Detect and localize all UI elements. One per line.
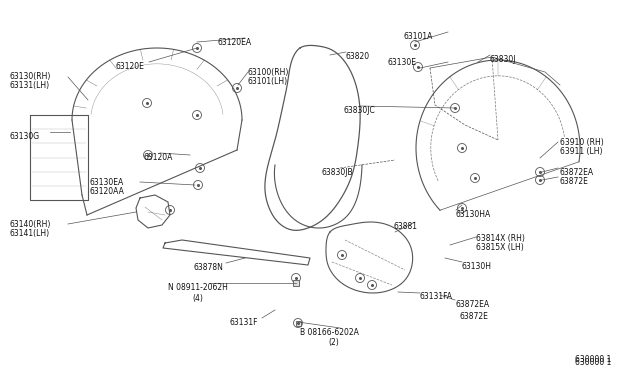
Text: 63100(RH): 63100(RH) <box>248 68 289 77</box>
Text: 63120EA: 63120EA <box>218 38 252 47</box>
Text: 63815X (LH): 63815X (LH) <box>476 243 524 252</box>
Text: N 08911-2062H: N 08911-2062H <box>168 283 228 292</box>
Bar <box>296 321 301 326</box>
Text: 63130EA: 63130EA <box>90 178 124 187</box>
Bar <box>293 280 299 286</box>
Text: 63120A: 63120A <box>143 153 172 162</box>
Text: 63130G: 63130G <box>10 132 40 141</box>
Text: 63830JB: 63830JB <box>322 168 354 177</box>
Text: 63910 (RH): 63910 (RH) <box>560 138 604 147</box>
Text: 63130HA: 63130HA <box>456 210 492 219</box>
Text: 63131F: 63131F <box>230 318 259 327</box>
Text: 63911 (LH): 63911 (LH) <box>560 147 602 156</box>
Text: 630000 1: 630000 1 <box>575 358 611 367</box>
Text: (2): (2) <box>328 338 339 347</box>
Text: 63120E: 63120E <box>115 62 144 71</box>
Text: 63120AA: 63120AA <box>90 187 125 196</box>
Text: B 08166-6202A: B 08166-6202A <box>300 328 359 337</box>
Text: 63130H: 63130H <box>462 262 492 271</box>
Text: 63130(RH): 63130(RH) <box>10 72 51 81</box>
Text: 63872E: 63872E <box>560 177 589 186</box>
Text: 63881: 63881 <box>394 222 418 231</box>
Text: 63101(LH): 63101(LH) <box>248 77 288 86</box>
Text: 63131(LH): 63131(LH) <box>10 81 50 90</box>
Text: 63130E: 63130E <box>388 58 417 67</box>
Text: 63814X (RH): 63814X (RH) <box>476 234 525 243</box>
Text: 63878N: 63878N <box>194 263 224 272</box>
Text: 63101A: 63101A <box>404 32 433 41</box>
Text: 63820: 63820 <box>346 52 370 61</box>
Text: 630000 1: 630000 1 <box>575 355 611 364</box>
Text: 63140(RH): 63140(RH) <box>10 220 51 229</box>
Text: (4): (4) <box>192 294 203 303</box>
Text: 63872EA: 63872EA <box>560 168 594 177</box>
Text: 63872EA: 63872EA <box>456 300 490 309</box>
Text: 63830JC: 63830JC <box>344 106 376 115</box>
Text: 63131FA: 63131FA <box>420 292 453 301</box>
Text: 63830J: 63830J <box>490 55 516 64</box>
Text: 63141(LH): 63141(LH) <box>10 229 50 238</box>
Text: 63872E: 63872E <box>460 312 489 321</box>
